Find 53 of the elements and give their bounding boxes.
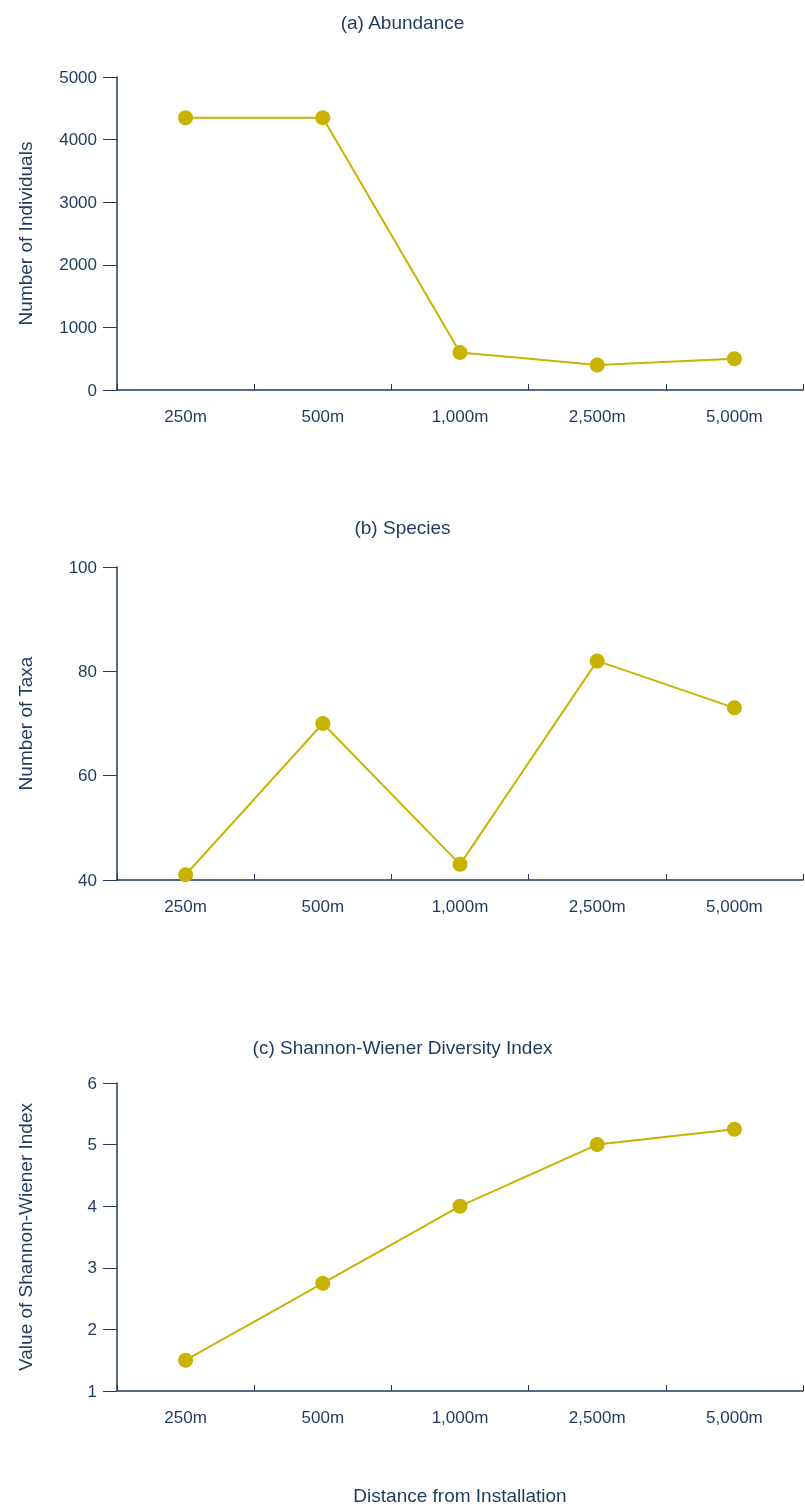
y-tick-label: 3000: [59, 192, 97, 212]
y-tick-label: 60: [78, 766, 97, 786]
y-tick-label: 40: [78, 870, 97, 890]
x-tick-label: 2,500m: [568, 407, 626, 426]
point: [178, 867, 194, 883]
point: [178, 1352, 194, 1368]
point: [726, 1121, 742, 1137]
point: [178, 110, 194, 126]
y-tick-label: 0: [87, 380, 97, 400]
x-tick-label: 5,000m: [706, 1408, 763, 1427]
x-tick-label: 1,000m: [431, 897, 489, 916]
y-tick-label: 3: [87, 1258, 97, 1278]
y-tick-label: 1000: [59, 317, 97, 337]
y-tick-label: 100: [68, 557, 97, 577]
x-tick-label: 5,000m: [706, 407, 763, 426]
chart-title: (b) Species: [354, 517, 451, 538]
y-tick-label: 4000: [59, 130, 97, 150]
point: [315, 1275, 331, 1291]
y-tick-label: 6: [87, 1073, 97, 1093]
point: [589, 357, 605, 373]
x-axis-title: Distance from Installation: [353, 1485, 567, 1506]
x-tick-label: 2,500m: [568, 897, 626, 916]
point: [726, 700, 742, 716]
x-tick-label: 5,000m: [706, 897, 763, 916]
y-tick-label: 5: [87, 1135, 97, 1155]
x-tick-label: 500m: [301, 1408, 345, 1427]
point: [452, 344, 468, 360]
point: [452, 1198, 468, 1214]
x-tick-label: 500m: [301, 897, 345, 916]
y-axis-title: Number of Taxa: [15, 656, 36, 791]
y-tick-label: 4: [87, 1196, 97, 1216]
x-tick-label: 250m: [164, 407, 207, 426]
x-tick-label: 250m: [164, 897, 207, 916]
point: [315, 110, 331, 126]
x-tick-label: 500m: [301, 407, 345, 426]
x-tick-label: 1,000m: [431, 407, 489, 426]
y-tick-label: 5000: [59, 67, 97, 87]
point: [452, 856, 468, 872]
point: [589, 653, 605, 669]
x-tick-label: 2,500m: [568, 1408, 626, 1427]
x-tick-label: 250m: [164, 1408, 207, 1427]
point: [726, 351, 742, 367]
y-tick-label: 2: [87, 1319, 97, 1339]
y-axis-title: Number of Individuals: [15, 141, 36, 326]
chart-title: (a) Abundance: [340, 12, 465, 33]
y-axis-title: Value of Shannon-Wiener Index: [15, 1102, 36, 1371]
point: [315, 716, 331, 731]
chart-title: (c) Shannon-Wiener Diversity Index: [252, 1037, 553, 1058]
y-tick-label: 2000: [59, 255, 97, 275]
y-tick-label: 1: [87, 1381, 97, 1401]
x-tick-label: 1,000m: [431, 1408, 489, 1427]
point: [589, 1137, 605, 1153]
y-tick-label: 80: [78, 661, 97, 681]
